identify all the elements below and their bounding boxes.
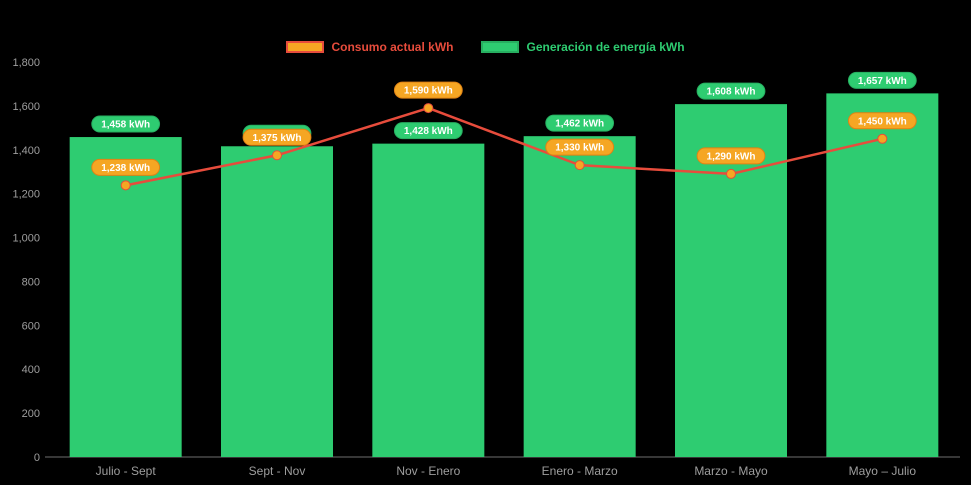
svg-text:1,290 kWh: 1,290 kWh	[707, 151, 756, 162]
generacion-value-badge: 1,608 kWh	[696, 82, 766, 100]
svg-text:1,375 kWh: 1,375 kWh	[253, 133, 302, 144]
y-axis-tick-label: 200	[22, 408, 40, 420]
generacion-swatch-icon	[481, 41, 520, 53]
consumo-value-badge: 1,450 kWh	[847, 112, 917, 130]
generacion-bar	[523, 136, 636, 457]
x-axis-category-label: Sept - Nov	[249, 464, 306, 478]
consumo-value-badge: 1,590 kWh	[393, 81, 463, 99]
consumo-line	[124, 106, 884, 187]
x-axis-category-label: Mayo – Julio	[849, 464, 917, 478]
svg-text:1,428 kWh: 1,428 kWh	[404, 126, 453, 137]
generacion-value-badge: 1,657 kWh	[847, 71, 917, 89]
y-axis-tick-label: 400	[22, 364, 40, 376]
consumo-point-marker	[423, 103, 434, 114]
y-axis-tick-label: 1,600	[12, 101, 40, 113]
consumo-point-marker	[120, 180, 131, 191]
consumo-swatch-icon	[286, 41, 325, 53]
svg-text:1,590 kWh: 1,590 kWh	[404, 86, 453, 97]
y-axis-tick-label: 0	[34, 452, 40, 464]
consumo-point-marker	[877, 133, 888, 144]
legend-label-consumo: Consumo actual kWh	[331, 40, 454, 54]
generacion-value-badge: 1,462 kWh	[545, 114, 615, 132]
y-axis-tick-label: 1,200	[12, 189, 40, 201]
x-axis-category-label: Marzo - Mayo	[694, 464, 768, 478]
x-axis-category-label: Julio - Sept	[96, 464, 157, 478]
y-axis-tick-label: 1,400	[12, 145, 40, 157]
consumo-point-marker	[574, 160, 585, 171]
x-axis-category-label: Enero - Marzo	[542, 464, 618, 478]
generacion-bar	[826, 93, 939, 457]
legend-item-consumo[interactable]: Consumo actual kWh	[286, 40, 453, 54]
generacion-value-badge: 1,428 kWh	[393, 122, 463, 140]
legend-label-generacion: Generación de energía kWh	[526, 40, 685, 54]
consumo-value-badge: 1,238 kWh	[91, 158, 161, 176]
consumo-value-badge: 1,330 kWh	[545, 138, 615, 156]
svg-text:1,238 kWh: 1,238 kWh	[101, 163, 150, 174]
svg-text:1,458 kWh: 1,458 kWh	[101, 120, 150, 131]
svg-text:1,450 kWh: 1,450 kWh	[858, 116, 907, 127]
x-axis-category-label: Nov - Enero	[396, 464, 460, 478]
generacion-bar	[69, 137, 182, 458]
generacion-value-badge: 1,458 kWh	[91, 115, 161, 133]
svg-text:1,608 kWh: 1,608 kWh	[707, 87, 756, 98]
svg-text:1,657 kWh: 1,657 kWh	[858, 76, 907, 87]
consumo-point-marker	[726, 168, 736, 179]
svg-text:1,462 kWh: 1,462 kWh	[555, 119, 604, 130]
y-axis-tick-label: 600	[22, 320, 40, 332]
y-axis-tick-label: 1,000	[12, 233, 40, 245]
consumo-value-badge: 1,375 kWh	[242, 128, 312, 146]
generacion-bar	[221, 146, 333, 457]
y-axis-tick-label: 800	[22, 276, 40, 288]
svg-text:1,330 kWh: 1,330 kWh	[555, 143, 604, 154]
generacion-bar	[372, 143, 485, 457]
consumo-point-marker	[272, 150, 282, 161]
consumo-value-badge: 1,290 kWh	[696, 147, 766, 165]
y-axis-tick-label: 1,800	[12, 57, 40, 69]
legend-item-generacion[interactable]: Generación de energía kWh	[481, 40, 685, 54]
chart-legend: Consumo actual kWh Generación de energía…	[0, 40, 971, 54]
